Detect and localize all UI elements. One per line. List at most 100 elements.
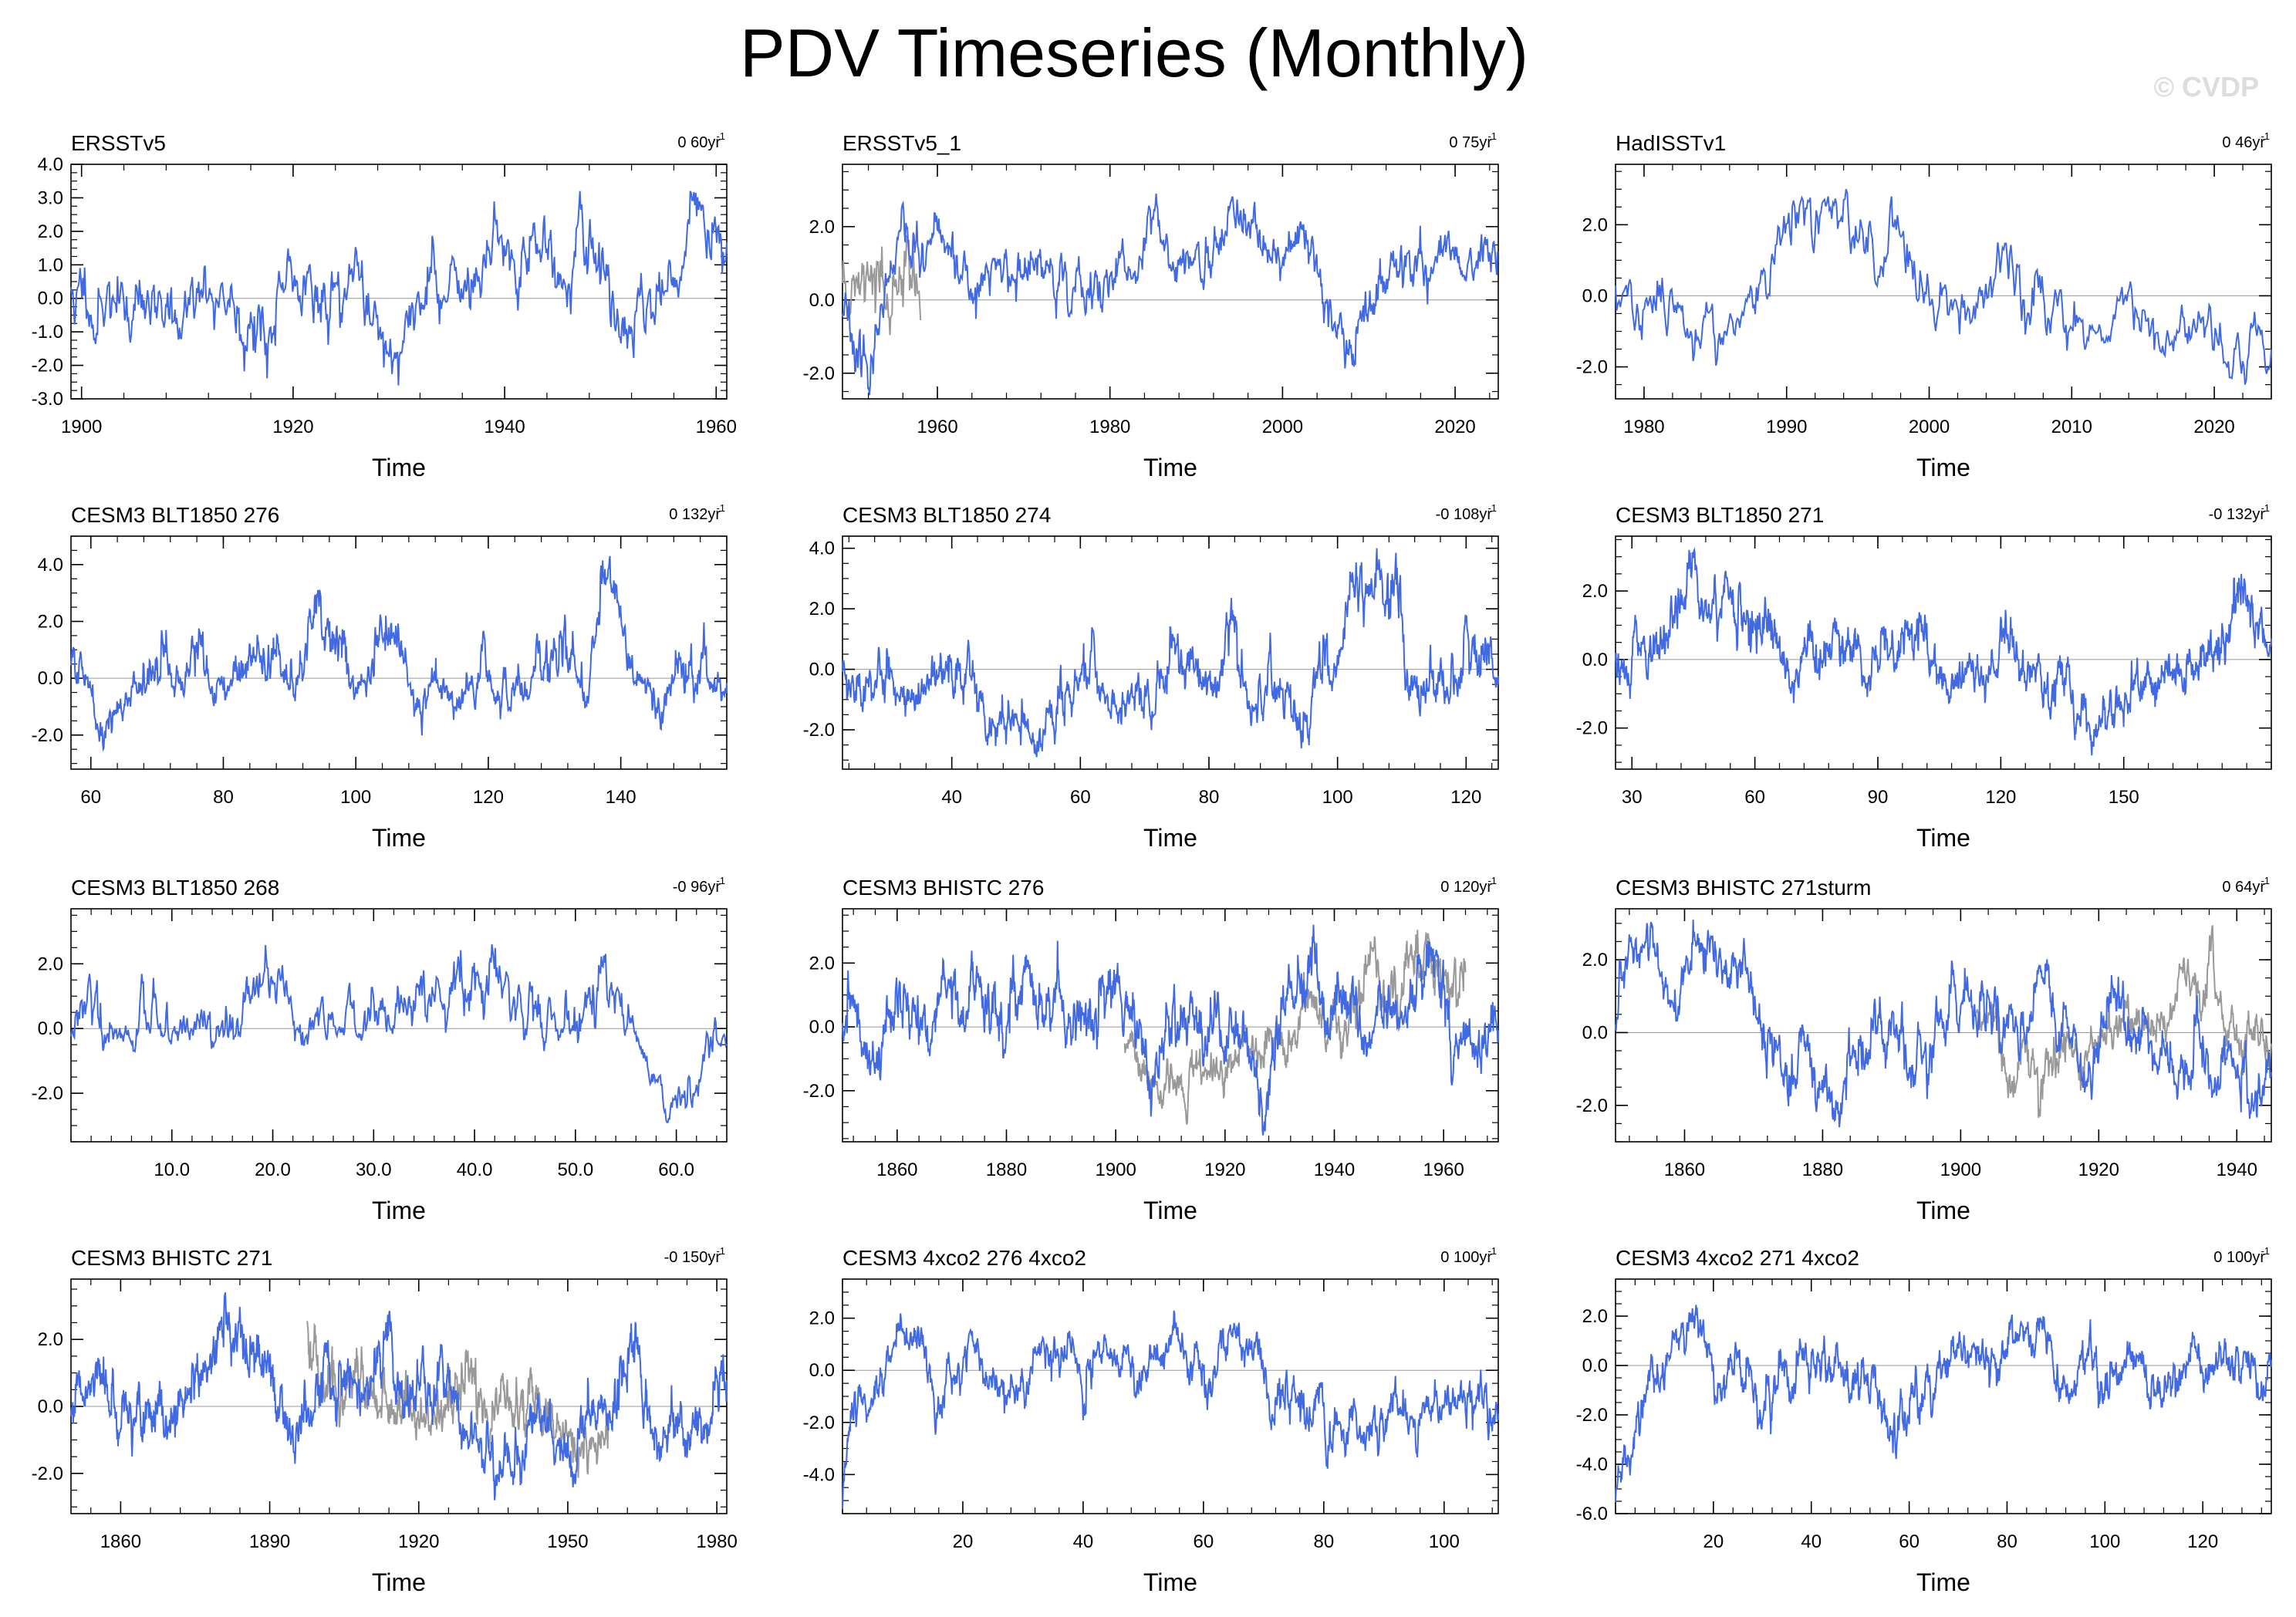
y-tick-label: 0.0 [38, 289, 63, 309]
x-tick-label: 60.0 [658, 1160, 694, 1180]
x-tick-label: 1940 [2217, 1160, 2257, 1180]
x-axis-label: Time [1916, 1197, 1970, 1224]
x-tick-label: 1900 [61, 417, 102, 437]
x-tick-label: 100 [1322, 787, 1353, 808]
x-axis-label: Time [372, 1197, 426, 1224]
y-tick-label: -4.0 [1576, 1454, 1608, 1475]
y-tick-label: 1.0 [38, 255, 63, 275]
pdv-series-line [1615, 1305, 2272, 1503]
copyright-watermark: © CVDP [2153, 71, 2259, 103]
trend-label: -0 96yr [673, 879, 721, 896]
x-axis-label: Time [1143, 824, 1197, 852]
trend-exponent: -1 [1487, 1245, 1497, 1257]
x-tick-label: 120 [1450, 787, 1481, 808]
overlay-series-line [1123, 930, 1467, 1125]
trend-exponent: -1 [716, 1245, 725, 1257]
x-tick-label: 2020 [1434, 417, 1475, 437]
x-tick-label: 1860 [1664, 1160, 1705, 1180]
chart-panel-7: 10.0 20.0 30.0 40.0 50.0 60.0 -2.0 0.0 2.0 CESM3 … [32, 875, 728, 1224]
x-tick-label: 60 [1899, 1531, 1920, 1552]
pdv-series-line [1615, 920, 2272, 1128]
plot-frame [842, 164, 1499, 400]
chart-panel-3: 1980 1990 2000 2010 2020 -2.0 0.0 2.0 HadISSTv1 0… [1576, 130, 2272, 481]
plot-frame [70, 908, 728, 1143]
y-tick-label: 0.0 [809, 290, 835, 311]
plot-frame [842, 535, 1499, 770]
y-tick-label: 0.0 [809, 1017, 835, 1038]
y-tick-label: 2.0 [38, 221, 63, 242]
panel-title: CESM3 BHISTC 271sturm [1616, 876, 1871, 900]
y-tick-label: 2.0 [1582, 950, 1608, 971]
x-tick-label: 1990 [1766, 417, 1807, 437]
x-axis-label: Time [1916, 824, 1970, 852]
y-tick-label: 2.0 [38, 611, 63, 632]
x-tick-label: 120 [2187, 1531, 2218, 1552]
x-tick-label: 2000 [1262, 417, 1303, 437]
y-tick-label: -2.0 [32, 1463, 63, 1484]
y-tick-label: -2.0 [1576, 1405, 1608, 1426]
pdv-series-line [842, 924, 1499, 1136]
x-axis-label: Time [372, 1568, 426, 1596]
y-tick-label: 0.0 [809, 1360, 835, 1381]
trend-label: -0 108yr [1436, 506, 1493, 523]
y-tick-label: 0.0 [1582, 1022, 1608, 1043]
plot-frame [1615, 1278, 2272, 1514]
x-tick-label: 1960 [1423, 1160, 1464, 1180]
panel-title: CESM3 BLT1850 268 [71, 876, 279, 900]
trend-exponent: -1 [1487, 875, 1497, 886]
x-tick-label: 150 [2109, 787, 2139, 808]
chart-panel-6: 30 60 90 120 150 -2.0 0.0 2.0 CESM3 BLT1850 271 -… [1576, 502, 2272, 852]
pdv-series-line [70, 944, 728, 1123]
y-tick-label: -2.0 [32, 356, 63, 376]
trend-label: -0 132yr [2209, 506, 2266, 523]
x-axis-label: Time [1143, 1197, 1197, 1224]
x-tick-label: 2000 [1909, 417, 1950, 437]
x-tick-label: 80 [1199, 787, 1220, 808]
y-tick-label: -2.0 [1576, 357, 1608, 378]
y-tick-label: -2.0 [803, 1081, 835, 1102]
x-tick-label: 1920 [2078, 1160, 2119, 1180]
x-tick-label: 140 [606, 787, 636, 808]
x-tick-label: 1900 [1095, 1160, 1136, 1180]
y-tick-label: -2.0 [803, 363, 835, 384]
x-tick-label: 1960 [696, 417, 737, 437]
trend-exponent: -1 [2261, 1245, 2270, 1257]
y-tick-label: 4.0 [809, 538, 835, 559]
trend-exponent: -1 [1487, 502, 1497, 514]
panel-title: ERSSTv5_1 [842, 131, 961, 155]
x-tick-label: 1880 [1802, 1160, 1843, 1180]
x-tick-label: 100 [2089, 1531, 2120, 1552]
x-tick-label: 20 [953, 1531, 974, 1552]
x-tick-label: 10.0 [154, 1160, 190, 1180]
trend-label: 0 46yr [2222, 134, 2265, 151]
y-tick-label: 2.0 [809, 599, 835, 619]
x-tick-label: 60 [1194, 1531, 1214, 1552]
y-tick-label: 2.0 [809, 953, 835, 974]
x-tick-label: 40.0 [457, 1160, 493, 1180]
x-tick-label: 80 [213, 787, 234, 808]
y-tick-label: 2.0 [809, 1308, 835, 1329]
x-tick-label: 1940 [1314, 1160, 1355, 1180]
chart-panel-9: 1860 1880 1900 1920 1940 -2.0 0.0 2.0 CESM3 BHIS… [1576, 875, 2272, 1224]
x-tick-label: 1890 [249, 1531, 290, 1552]
page-title: PDV Timeseries (Monthly) [739, 15, 1528, 91]
x-axis-label: Time [1916, 1568, 1970, 1596]
trend-label: 0 64yr [2222, 879, 2265, 896]
plot-frame [1615, 164, 2272, 400]
pdv-series-line [70, 555, 728, 752]
x-tick-label: 80 [1997, 1531, 2017, 1552]
y-tick-label: 2.0 [809, 217, 835, 238]
y-tick-label: -2.0 [803, 1413, 835, 1433]
x-tick-label: 100 [1429, 1531, 1460, 1552]
x-axis-label: Time [372, 824, 426, 852]
y-tick-label: 2.0 [38, 954, 63, 974]
panel-title: CESM3 BLT1850 276 [71, 503, 279, 527]
x-tick-label: 2020 [2193, 417, 2234, 437]
x-axis-label: Time [1143, 1568, 1197, 1596]
trend-label: 0 132yr [669, 506, 721, 523]
y-tick-label: 0.0 [809, 660, 835, 680]
trend-exponent: -1 [1487, 130, 1497, 142]
x-axis-label: Time [1143, 454, 1197, 481]
chart-panel-12: 20 40 60 80 100 120 -6.0 -4.0 -2.0 0.0 2.0 CESM3 4x… [1576, 1245, 2272, 1596]
